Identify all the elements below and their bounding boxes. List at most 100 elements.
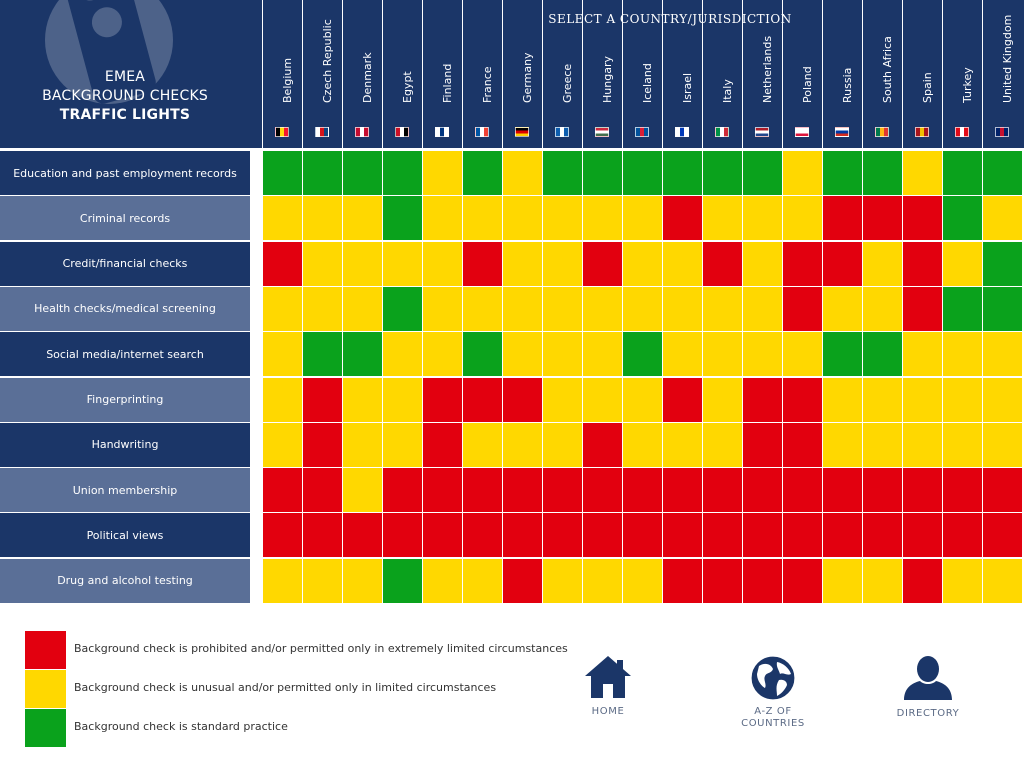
- country-column-turkey[interactable]: Turkey: [942, 0, 982, 148]
- rating-cell-germany[interactable]: [503, 196, 542, 241]
- rating-cell-denmark[interactable]: [343, 377, 382, 422]
- rating-cell-belgium[interactable]: [263, 513, 302, 558]
- rating-cell-poland[interactable]: [783, 558, 822, 603]
- rating-cell-germany[interactable]: [503, 468, 542, 513]
- rating-cell-czech-republic[interactable]: [303, 332, 342, 377]
- rating-cell-russia[interactable]: [823, 513, 862, 558]
- rating-cell-egypt[interactable]: [383, 332, 422, 377]
- rating-cell-italy[interactable]: [703, 241, 742, 286]
- rating-cell-united-kingdom[interactable]: [983, 151, 1022, 195]
- rating-cell-germany[interactable]: [503, 513, 542, 558]
- country-column-iceland[interactable]: Iceland: [622, 0, 662, 148]
- rating-cell-turkey[interactable]: [943, 422, 982, 467]
- rating-cell-hungary[interactable]: [583, 241, 622, 286]
- rating-cell-poland[interactable]: [783, 241, 822, 286]
- rating-cell-turkey[interactable]: [943, 241, 982, 286]
- rating-cell-turkey[interactable]: [943, 468, 982, 513]
- rating-cell-belgium[interactable]: [263, 422, 302, 467]
- country-column-israel[interactable]: Israel: [662, 0, 702, 148]
- rating-cell-south-africa[interactable]: [863, 377, 902, 422]
- rating-cell-netherlands[interactable]: [743, 241, 782, 286]
- rating-cell-czech-republic[interactable]: [303, 286, 342, 331]
- rating-cell-finland[interactable]: [423, 468, 462, 513]
- rating-cell-netherlands[interactable]: [743, 332, 782, 377]
- rating-cell-germany[interactable]: [503, 332, 542, 377]
- rating-cell-turkey[interactable]: [943, 151, 982, 195]
- rating-cell-egypt[interactable]: [383, 286, 422, 331]
- rating-cell-spain[interactable]: [903, 468, 942, 513]
- rating-cell-poland[interactable]: [783, 332, 822, 377]
- rating-cell-poland[interactable]: [783, 468, 822, 513]
- rating-cell-france[interactable]: [463, 422, 502, 467]
- country-column-hungary[interactable]: Hungary: [582, 0, 622, 148]
- rating-cell-greece[interactable]: [543, 151, 582, 195]
- rating-cell-greece[interactable]: [543, 196, 582, 241]
- rating-cell-iceland[interactable]: [623, 513, 662, 558]
- rating-cell-israel[interactable]: [663, 196, 702, 241]
- country-column-poland[interactable]: Poland: [782, 0, 822, 148]
- rating-cell-finland[interactable]: [423, 196, 462, 241]
- rating-cell-netherlands[interactable]: [743, 151, 782, 195]
- rating-cell-south-africa[interactable]: [863, 196, 902, 241]
- rating-cell-russia[interactable]: [823, 241, 862, 286]
- rating-cell-greece[interactable]: [543, 332, 582, 377]
- rating-cell-south-africa[interactable]: [863, 241, 902, 286]
- rating-cell-spain[interactable]: [903, 377, 942, 422]
- rating-cell-south-africa[interactable]: [863, 513, 902, 558]
- rating-cell-france[interactable]: [463, 196, 502, 241]
- rating-cell-denmark[interactable]: [343, 332, 382, 377]
- rating-cell-iceland[interactable]: [623, 241, 662, 286]
- rating-cell-france[interactable]: [463, 558, 502, 603]
- country-column-finland[interactable]: Finland: [422, 0, 462, 148]
- rating-cell-iceland[interactable]: [623, 468, 662, 513]
- rating-cell-iceland[interactable]: [623, 377, 662, 422]
- rating-cell-israel[interactable]: [663, 151, 702, 195]
- country-column-czech-republic[interactable]: Czech Republic: [302, 0, 342, 148]
- rating-cell-netherlands[interactable]: [743, 377, 782, 422]
- rating-cell-finland[interactable]: [423, 377, 462, 422]
- rating-cell-iceland[interactable]: [623, 196, 662, 241]
- rating-cell-israel[interactable]: [663, 241, 702, 286]
- country-column-south-africa[interactable]: South Africa: [862, 0, 902, 148]
- rating-cell-egypt[interactable]: [383, 151, 422, 195]
- rating-cell-denmark[interactable]: [343, 468, 382, 513]
- rating-cell-israel[interactable]: [663, 286, 702, 331]
- rating-cell-egypt[interactable]: [383, 241, 422, 286]
- rating-cell-israel[interactable]: [663, 422, 702, 467]
- country-column-germany[interactable]: Germany: [502, 0, 542, 148]
- rating-cell-germany[interactable]: [503, 241, 542, 286]
- rating-cell-south-africa[interactable]: [863, 558, 902, 603]
- rating-cell-france[interactable]: [463, 513, 502, 558]
- rating-cell-iceland[interactable]: [623, 286, 662, 331]
- rating-cell-finland[interactable]: [423, 151, 462, 195]
- rating-cell-italy[interactable]: [703, 422, 742, 467]
- rating-cell-poland[interactable]: [783, 377, 822, 422]
- country-column-russia[interactable]: Russia: [822, 0, 862, 148]
- country-column-greece[interactable]: Greece: [542, 0, 582, 148]
- country-column-italy[interactable]: Italy: [702, 0, 742, 148]
- rating-cell-france[interactable]: [463, 286, 502, 331]
- rating-cell-poland[interactable]: [783, 513, 822, 558]
- rating-cell-turkey[interactable]: [943, 196, 982, 241]
- rating-cell-belgium[interactable]: [263, 558, 302, 603]
- rating-cell-russia[interactable]: [823, 377, 862, 422]
- rating-cell-czech-republic[interactable]: [303, 422, 342, 467]
- rating-cell-czech-republic[interactable]: [303, 468, 342, 513]
- rating-cell-czech-republic[interactable]: [303, 558, 342, 603]
- rating-cell-belgium[interactable]: [263, 151, 302, 195]
- rating-cell-belgium[interactable]: [263, 468, 302, 513]
- rating-cell-hungary[interactable]: [583, 286, 622, 331]
- rating-cell-south-africa[interactable]: [863, 468, 902, 513]
- rating-cell-netherlands[interactable]: [743, 286, 782, 331]
- country-column-spain[interactable]: Spain: [902, 0, 942, 148]
- rating-cell-belgium[interactable]: [263, 377, 302, 422]
- rating-cell-russia[interactable]: [823, 468, 862, 513]
- rating-cell-finland[interactable]: [423, 422, 462, 467]
- rating-cell-france[interactable]: [463, 241, 502, 286]
- rating-cell-russia[interactable]: [823, 332, 862, 377]
- az-countries-button[interactable]: A-Z OF COUNTRIES: [723, 654, 823, 730]
- rating-cell-united-kingdom[interactable]: [983, 513, 1022, 558]
- rating-cell-turkey[interactable]: [943, 558, 982, 603]
- rating-cell-poland[interactable]: [783, 422, 822, 467]
- rating-cell-israel[interactable]: [663, 513, 702, 558]
